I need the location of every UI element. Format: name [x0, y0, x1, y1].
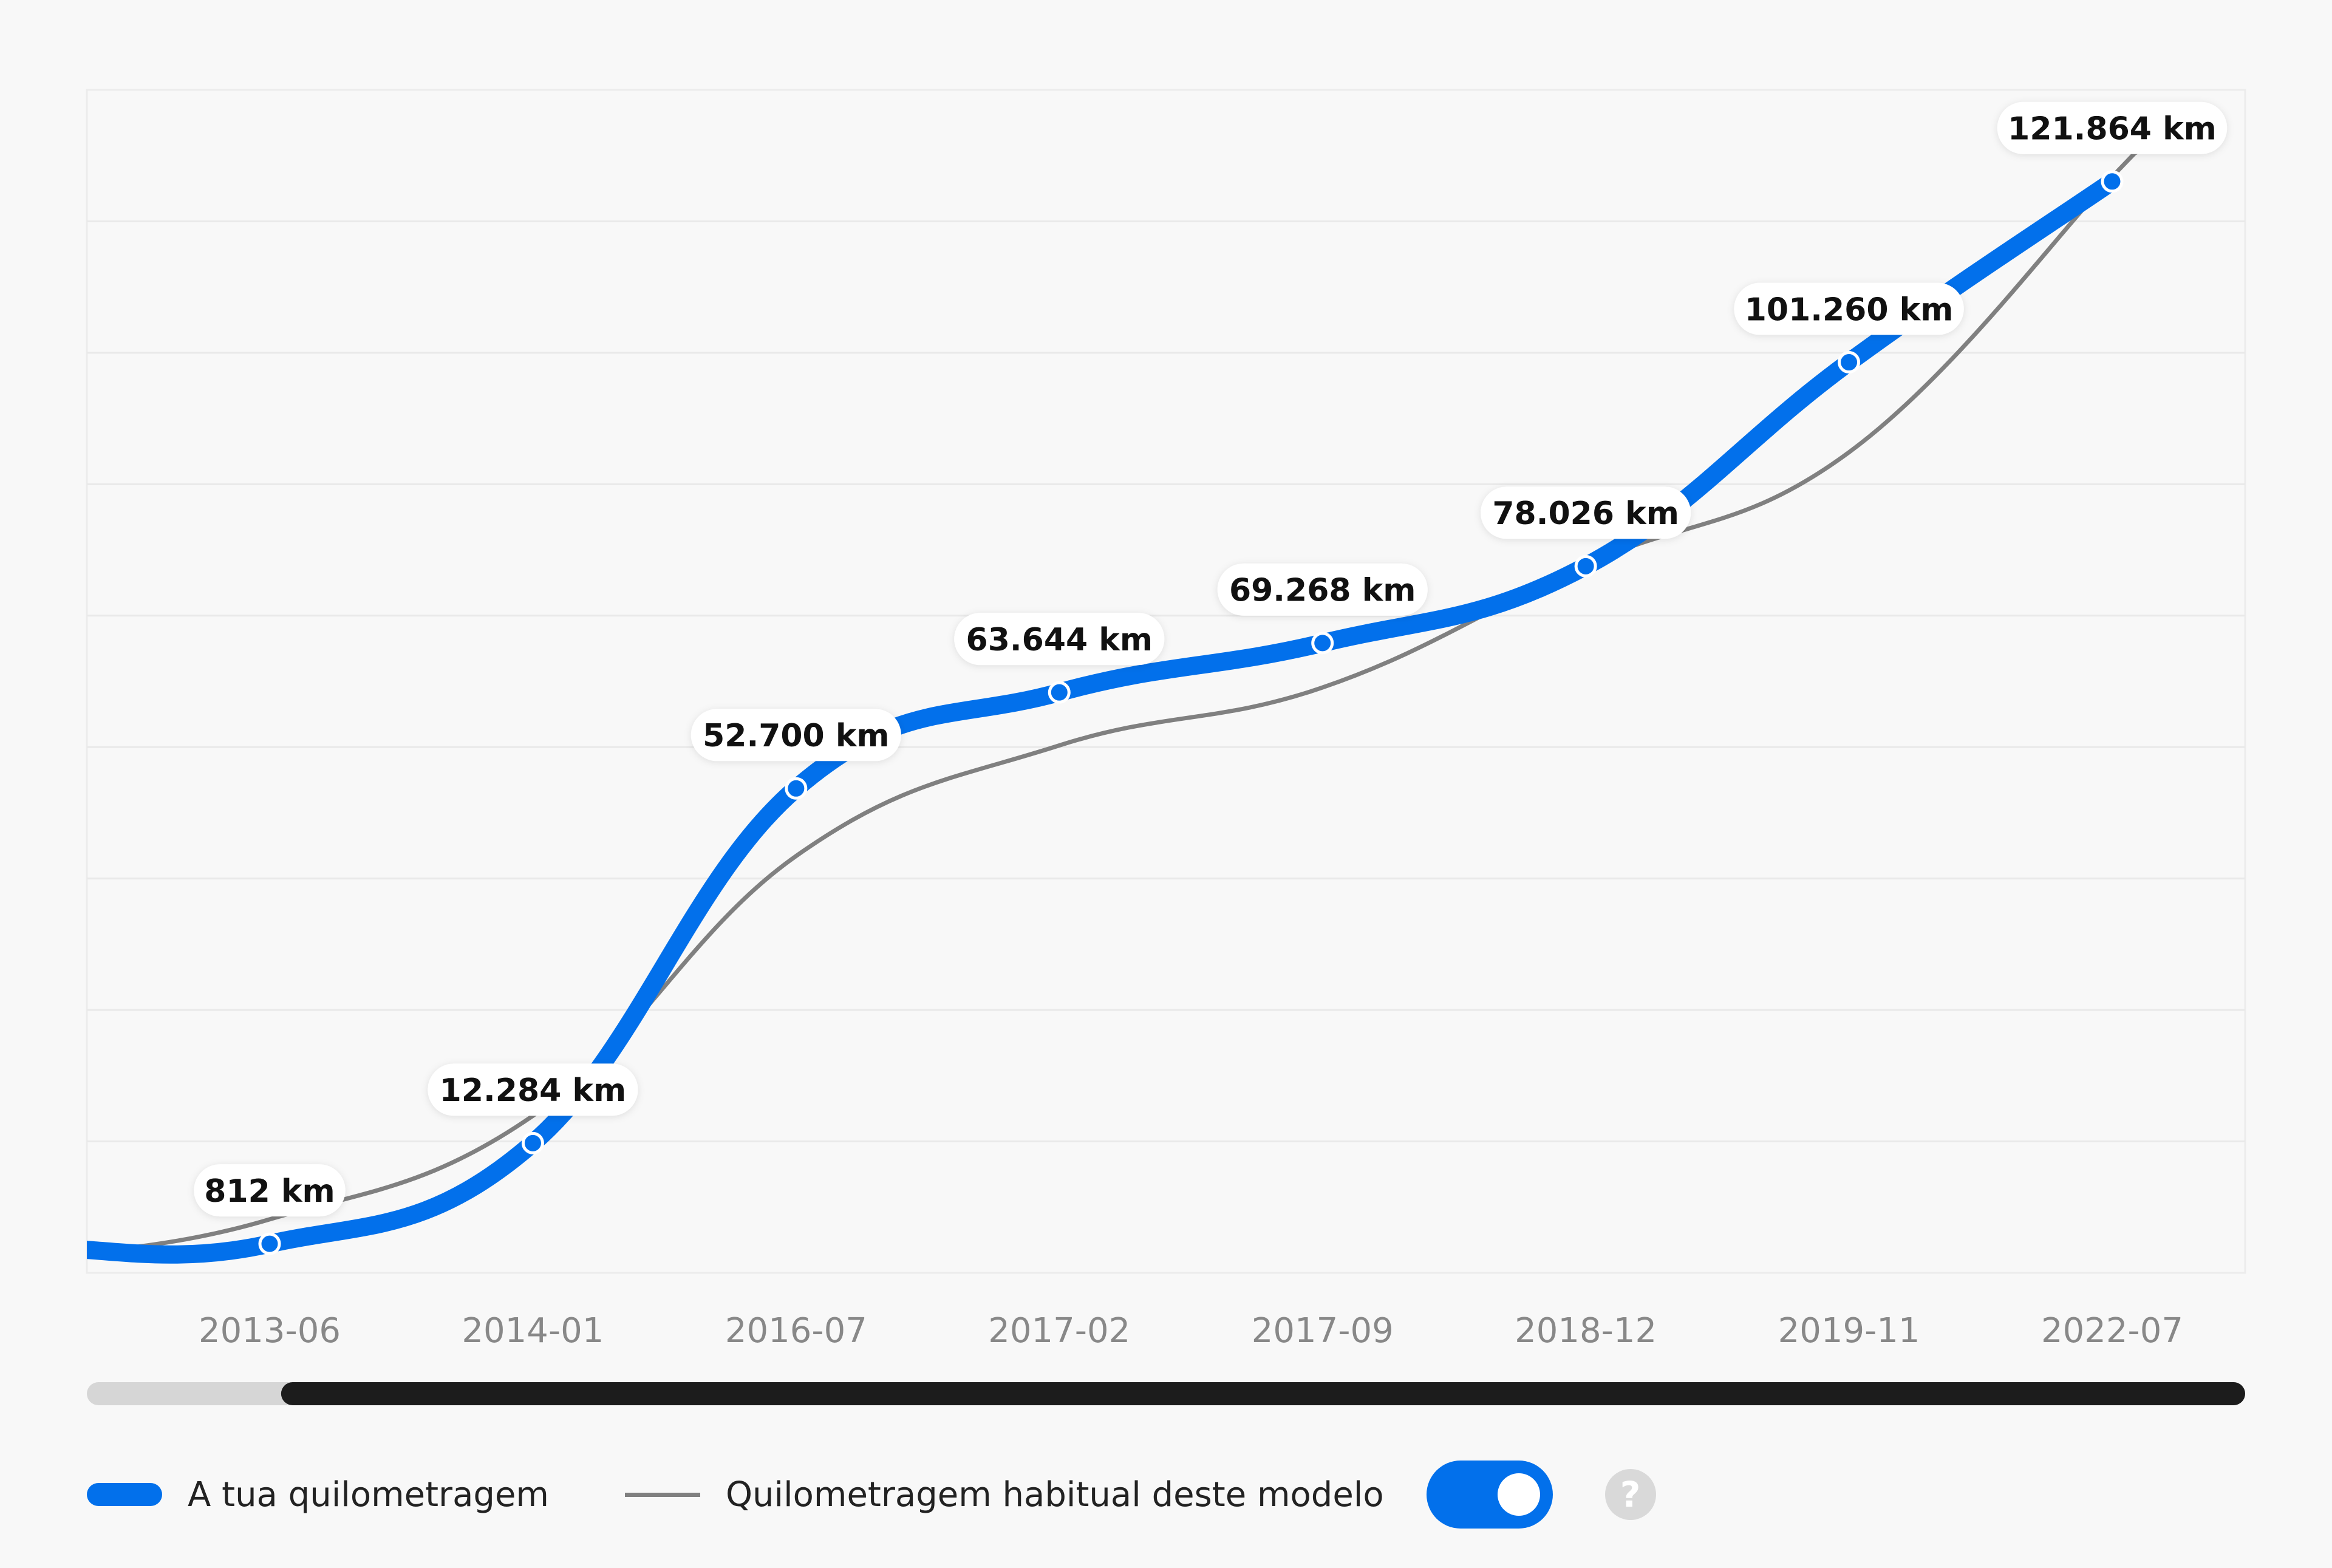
scrollbar-thumb[interactable] [281, 1382, 2246, 1405]
data-point[interactable] [1574, 554, 1597, 578]
x-tick-label: 2013-06 [199, 1311, 341, 1351]
legend-model-label: Quilometragem habitual deste modelo [725, 1474, 1384, 1515]
legend-own-label: A tua quilometragem [188, 1474, 549, 1515]
data-point[interactable] [258, 1232, 281, 1255]
data-label-text: 812 km [204, 1173, 335, 1210]
data-label-bg [1217, 563, 1428, 616]
data-label: 63.644 km [954, 613, 1165, 666]
x-tick-label: 2016-07 [725, 1311, 867, 1351]
toggle-knob [1497, 1473, 1540, 1516]
legend: A tua quilometragem Quilometragem habitu… [87, 1461, 1656, 1529]
data-label: 52.700 km [690, 709, 901, 762]
x-axis-ticks: 2013-06 2014-01 2016-07 2017-02 2017-09 2018-… [199, 1311, 2183, 1351]
model-mileage-line [87, 141, 2147, 1255]
data-label-bg [428, 1063, 638, 1116]
data-label: 12.284 km [428, 1063, 638, 1116]
data-points [258, 170, 2124, 1255]
x-tick-label: 2017-09 [1252, 1311, 1394, 1351]
data-point[interactable] [1311, 632, 1334, 655]
model-mileage-swatch-icon [624, 1492, 700, 1497]
data-label: 812 km [194, 1164, 346, 1217]
model-line-toggle[interactable] [1426, 1461, 1553, 1529]
data-label-bg [954, 613, 1165, 666]
data-label: 121.864 km [1997, 101, 2228, 154]
data-label-text: 52.700 km [703, 718, 890, 754]
model-series [87, 141, 2147, 1255]
x-tick-label: 2019-11 [1778, 1311, 1920, 1351]
data-labels: 812 km 12.284 km 52.700 km 63.644 km 69.268 … [194, 101, 2228, 1217]
plot-area [86, 89, 2246, 1274]
grid [87, 220, 2245, 1143]
timeline-scrollbar[interactable] [87, 1382, 2246, 1405]
data-label-bg [1734, 282, 1964, 335]
data-label: 101.260 km [1734, 282, 1964, 335]
data-label-text: 63.644 km [966, 622, 1153, 658]
data-label-text: 101.260 km [1745, 291, 1954, 328]
data-point[interactable] [521, 1131, 544, 1154]
data-label-text: 78.026 km [1492, 496, 1679, 532]
data-label-text: 121.864 km [2008, 111, 2217, 148]
x-tick-label: 2022-07 [2041, 1311, 2183, 1351]
data-point[interactable] [1048, 681, 1071, 704]
data-point[interactable] [785, 777, 808, 800]
data-point[interactable] [2101, 170, 2124, 193]
x-tick-label: 2017-02 [988, 1311, 1130, 1351]
data-label-bg [194, 1164, 346, 1217]
own-mileage-swatch-icon [87, 1483, 162, 1506]
data-label: 69.268 km [1217, 563, 1428, 616]
data-label-text: 12.284 km [440, 1072, 627, 1109]
x-tick-label: 2014-01 [462, 1311, 604, 1351]
help-icon[interactable]: ? [1604, 1469, 1656, 1520]
data-label-bg [1997, 101, 2228, 154]
data-label-bg [690, 709, 901, 762]
data-label-bg [1481, 486, 1691, 539]
x-tick-label: 2018-12 [1515, 1311, 1657, 1351]
data-label: 78.026 km [1481, 486, 1691, 539]
data-point[interactable] [1838, 351, 1861, 374]
data-label-text: 69.268 km [1229, 573, 1416, 609]
